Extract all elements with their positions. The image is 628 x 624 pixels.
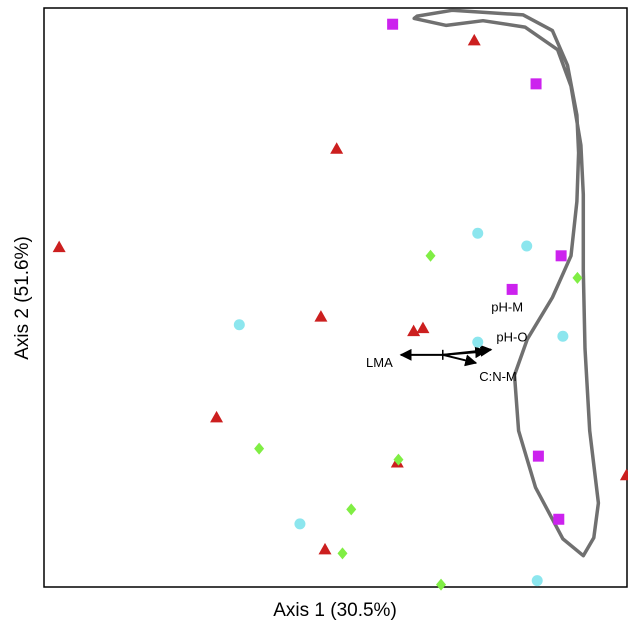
point-diamond-3 xyxy=(393,453,404,466)
vector-arrow-ph-o xyxy=(442,346,488,359)
x-axis-title: Axis 1 (30.5%) xyxy=(273,600,397,621)
point-diamond-6 xyxy=(436,578,447,591)
point-circle-4 xyxy=(557,330,569,342)
point-diamond-2 xyxy=(254,442,265,455)
point-diamond-4 xyxy=(346,503,357,516)
point-triangle-6 xyxy=(210,410,224,423)
point-circle-6 xyxy=(531,575,543,587)
point-circle-2 xyxy=(233,319,245,331)
vector-label-c-n-m: C:N-M xyxy=(479,369,517,384)
point-square-4 xyxy=(532,450,544,462)
point-diamond-1 xyxy=(572,271,583,284)
point-circle-0 xyxy=(472,227,484,239)
vector-layer: LMA pH-M pH-O C:N-M xyxy=(366,300,527,384)
point-triangle-5 xyxy=(416,321,430,334)
point-square-2 xyxy=(555,250,567,262)
point-circle-1 xyxy=(521,240,533,252)
point-triangle-4 xyxy=(407,324,421,337)
point-square-3 xyxy=(506,283,518,295)
point-circle-5 xyxy=(294,518,306,530)
plot-frame xyxy=(43,7,628,588)
vector-label-ph-o: pH-O xyxy=(496,329,527,344)
vector-arrow-c-n-m xyxy=(442,353,478,367)
hull-layer xyxy=(412,8,601,558)
point-circle-3 xyxy=(472,336,484,348)
point-square-0 xyxy=(387,18,399,30)
point-square-1 xyxy=(530,78,542,90)
point-triangle-9 xyxy=(619,468,628,481)
point-square-5 xyxy=(553,513,565,525)
point-triangle-3 xyxy=(314,310,328,322)
y-axis-title: Axis 2 (51.6%) xyxy=(12,236,33,360)
point-triangle-2 xyxy=(467,33,481,46)
point-triangle-8 xyxy=(318,542,332,555)
group-hull xyxy=(412,8,601,558)
vector-label-ph-m: pH-M xyxy=(491,300,523,315)
point-layer xyxy=(52,18,628,591)
vector-label-lma: LMA xyxy=(366,355,393,370)
point-diamond-0 xyxy=(425,249,436,262)
point-triangle-1 xyxy=(330,142,344,154)
point-triangle-0 xyxy=(52,240,66,253)
point-diamond-5 xyxy=(337,547,348,560)
